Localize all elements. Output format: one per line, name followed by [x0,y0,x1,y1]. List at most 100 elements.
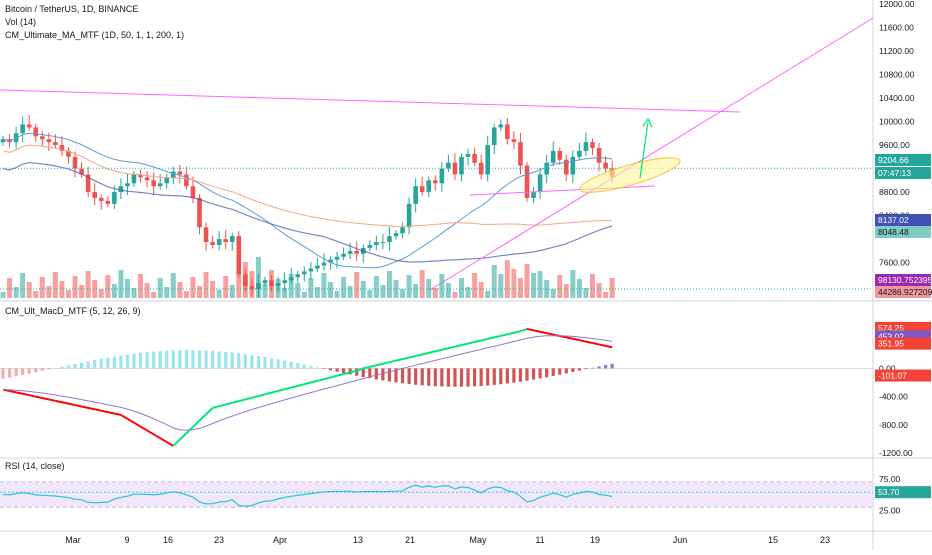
macd-histogram-bar [172,350,175,368]
candle-body [426,180,431,192]
macd-line-segment [278,389,285,391]
rsi-y-tick-label: 75.00 [879,474,901,484]
candle-body [223,239,228,242]
macd-line-segment [488,337,495,339]
macd-line-segment [475,340,482,342]
volume-bar [472,273,477,298]
volume-bar [73,276,78,298]
volume-bar [413,284,418,298]
macd-line-segment [547,333,554,334]
macd-histogram-bar [152,352,155,369]
volume-bar [400,289,405,298]
candle-body [538,174,543,192]
macd-histogram-bar [191,350,194,368]
volume-bar [243,262,248,298]
candle-body [73,157,78,169]
macd-histogram-bar [342,368,345,373]
candle-body [178,172,183,175]
macd-histogram-bar [558,368,561,374]
macd-line-segment [82,406,89,407]
candle-body [237,236,242,274]
macd-line-segment [141,427,148,431]
volume-bar [525,264,530,298]
macd-histogram-bar [591,368,594,369]
volume-bar [177,282,182,298]
candle-body [197,198,202,227]
macd-line-segment [599,344,606,345]
candle-body [230,236,235,242]
volume-bar [498,274,503,298]
macd-histogram-bar [309,366,312,368]
macd-line-segment [167,442,174,446]
macd-tag-4: -101.07 [878,371,907,381]
symbol-title[interactable]: Bitcoin / TetherUS, 1D, BINANCE [5,4,138,14]
macd-histogram-bar [159,351,162,368]
macd-histogram-bar [447,368,450,386]
macd-line-segment [200,414,207,420]
indicator-ma-label[interactable]: CM_Ultimate_MA_MTF (1D, 50, 1, 1, 200, 1… [5,30,184,40]
volume-bar [27,282,32,298]
macd-histogram-bar [126,355,129,369]
rsi-pane-title[interactable]: RSI (14, close) [5,461,65,471]
macd-histogram-bar [512,368,515,382]
x-tick-label: 19 [590,535,600,545]
macd-histogram-bar [106,358,109,369]
macd-histogram-bar [408,368,411,384]
volume-bar [505,260,510,298]
volume-bar [341,277,346,298]
macd-histogram-bar [434,368,437,386]
macd-histogram-bar [427,368,430,385]
price-y-tick-label: 11200.00 [879,46,914,56]
macd-line-segment [416,354,423,356]
candle-body [20,124,25,133]
volume-bar [321,273,326,298]
macd-histogram-bar [185,350,188,368]
macd-histogram-bar [60,367,63,369]
volume-bar [145,283,150,298]
candle-body [479,163,484,175]
macd-tag-3: 351.95 [878,339,904,349]
macd-line-segment [226,403,233,405]
macd-line-segment [239,399,246,401]
indicator-vol-label[interactable]: Vol (14) [5,17,36,27]
macd-line-segment [383,362,390,364]
ma-value-tag: 8137.02 [878,215,909,225]
volume-bar [551,289,556,298]
macd-line-segment [252,396,259,398]
candle-body [302,271,307,274]
macd-histogram-bar [198,350,201,368]
macd-line-segment [193,421,200,427]
macd-histogram-bar [1,368,4,378]
volume-bar [407,275,412,298]
volume-bar [217,290,222,298]
macd-line-segment [520,329,527,331]
macd-histogram-bar [453,368,456,386]
volume-bar [367,290,372,298]
macd-histogram-bar [335,368,338,371]
macd-histogram-bar [21,368,24,375]
x-tick-label: 16 [163,535,173,545]
macd-histogram-bar [290,362,293,368]
price-y-tick-label: 7600.00 [879,258,910,268]
candle-body [27,124,32,127]
macd-line-segment [501,334,508,336]
macd-line-segment [304,383,311,385]
volume-bar [118,270,123,298]
macd-histogram-bar [47,368,50,369]
macd-line-segment [573,339,580,340]
macd-line-segment [134,423,141,427]
candle-body [335,257,340,260]
macd-line-segment [586,342,593,343]
macd-histogram-bar [480,368,483,386]
macd-line-segment [468,342,475,344]
macd-line-segment [16,392,23,393]
macd-line-segment [462,344,469,346]
candle-body [184,174,189,186]
macd-histogram-bar [532,368,535,379]
candle-body [394,233,399,236]
volume-bar [171,273,176,298]
macd-pane-title[interactable]: CM_Ult_MacD_MTF (5, 12, 26, 9) [5,306,141,316]
countdown-tag: 07:47:13 [878,168,911,178]
candle-body [466,154,471,157]
